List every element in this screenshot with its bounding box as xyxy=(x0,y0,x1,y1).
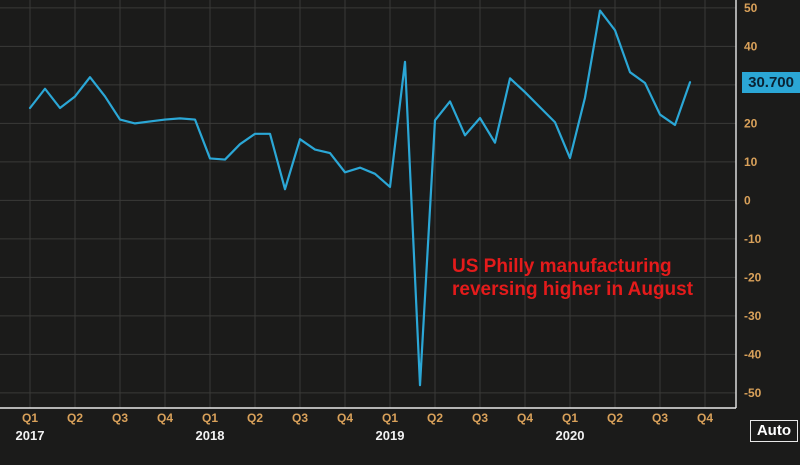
svg-text:Q3: Q3 xyxy=(472,411,488,425)
svg-text:Q1: Q1 xyxy=(382,411,398,425)
svg-text:10: 10 xyxy=(744,155,758,169)
svg-text:Q4: Q4 xyxy=(697,411,713,425)
svg-text:Q2: Q2 xyxy=(607,411,623,425)
svg-text:50: 50 xyxy=(744,1,758,15)
svg-text:Q4: Q4 xyxy=(157,411,173,425)
svg-text:-10: -10 xyxy=(744,232,762,246)
svg-text:Q2: Q2 xyxy=(67,411,83,425)
svg-text:2020: 2020 xyxy=(556,428,585,443)
svg-text:2017: 2017 xyxy=(16,428,45,443)
svg-text:-30: -30 xyxy=(744,309,762,323)
svg-text:Q4: Q4 xyxy=(337,411,353,425)
svg-text:Q1: Q1 xyxy=(202,411,218,425)
svg-text:-40: -40 xyxy=(744,347,762,361)
svg-text:Q4: Q4 xyxy=(517,411,533,425)
svg-text:Q3: Q3 xyxy=(112,411,128,425)
svg-text:2018: 2018 xyxy=(196,428,225,443)
svg-text:Q3: Q3 xyxy=(652,411,668,425)
svg-text:Q3: Q3 xyxy=(292,411,308,425)
svg-text:Q1: Q1 xyxy=(562,411,578,425)
svg-text:-50: -50 xyxy=(744,386,762,400)
svg-text:0: 0 xyxy=(744,193,751,207)
svg-text:Q1: Q1 xyxy=(22,411,38,425)
svg-text:40: 40 xyxy=(744,39,758,53)
svg-text:2019: 2019 xyxy=(376,428,405,443)
svg-text:Q2: Q2 xyxy=(247,411,263,425)
svg-text:Q2: Q2 xyxy=(427,411,443,425)
svg-text:20: 20 xyxy=(744,116,758,130)
